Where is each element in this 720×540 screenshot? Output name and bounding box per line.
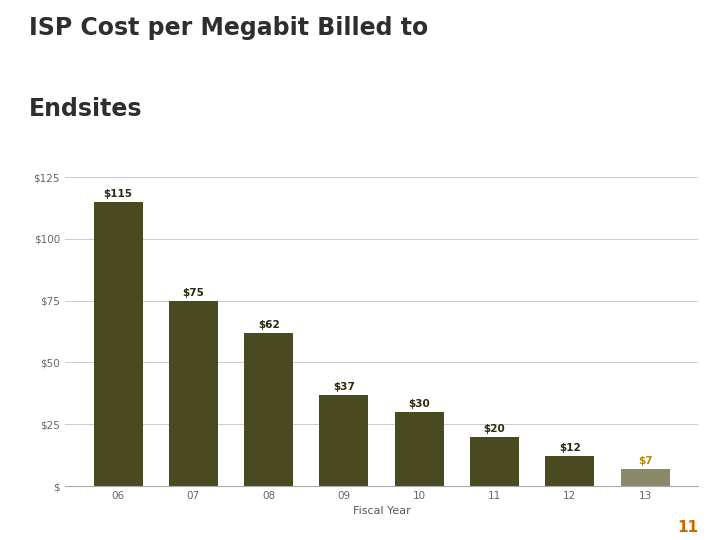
Text: $12: $12 (559, 443, 581, 454)
Text: 11: 11 (678, 519, 698, 535)
Bar (244, 333, 293, 486)
Text: $7: $7 (638, 456, 652, 465)
Text: $75: $75 (182, 288, 204, 298)
Text: $37: $37 (333, 382, 355, 392)
Text: $30: $30 (408, 399, 430, 409)
Bar (320, 395, 369, 486)
Text: $20: $20 (484, 423, 505, 434)
Text: $115: $115 (104, 189, 132, 199)
Bar (94, 202, 143, 486)
Text: $62: $62 (258, 320, 279, 330)
Text: Endsites: Endsites (29, 97, 143, 121)
Text: ISP Cost per Megabit Billed to: ISP Cost per Megabit Billed to (29, 16, 428, 40)
Bar (545, 456, 594, 486)
Bar (169, 301, 218, 486)
Bar (621, 469, 670, 486)
X-axis label: Fiscal Year: Fiscal Year (353, 507, 410, 516)
Bar (470, 436, 519, 486)
Bar (395, 412, 444, 486)
